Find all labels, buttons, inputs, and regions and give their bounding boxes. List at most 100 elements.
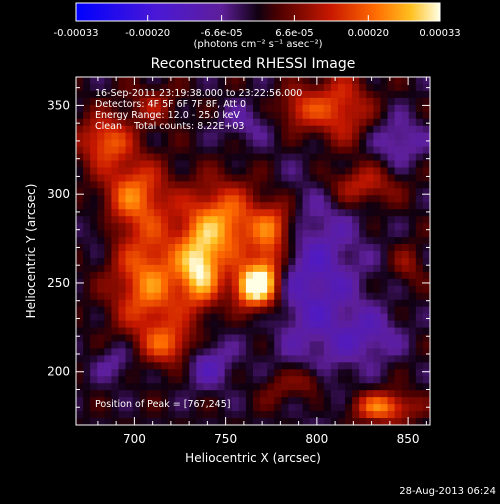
heatmap-cell (146, 313, 155, 321)
heatmap-cell (83, 397, 91, 405)
heatmap-cell (231, 216, 240, 224)
heatmap-cell (253, 111, 261, 120)
heatmap-cell (217, 334, 226, 342)
heatmap-cell (245, 216, 254, 224)
heatmap-cell (210, 181, 218, 189)
heatmap-cell (111, 271, 119, 280)
heatmap-cell (104, 341, 112, 349)
heatmap-cell (139, 153, 148, 161)
heatmap-cell (168, 397, 176, 405)
heatmap-cell (352, 118, 360, 127)
heatmap-cell (422, 188, 430, 196)
heatmap-cell (323, 376, 332, 384)
heatmap-cell (203, 111, 211, 120)
heatmap-cell (118, 167, 126, 175)
heatmap-cell (253, 397, 261, 405)
heatmap-cell (387, 244, 395, 252)
heatmap-cell (153, 139, 162, 147)
heatmap-cell (90, 77, 98, 85)
heatmap-cell (245, 244, 254, 252)
heatmap-cell (245, 188, 254, 196)
heatmap-cell (345, 195, 353, 203)
heatmap-cell (380, 90, 388, 99)
heatmap-cell (302, 327, 311, 335)
heatmap-cell (203, 209, 211, 217)
heatmap-cell (90, 292, 98, 301)
heatmap-cell (132, 146, 141, 154)
heatmap-cell (97, 397, 105, 405)
heatmap-cell (337, 244, 346, 252)
heatmap-cell (352, 174, 360, 182)
heatmap-cell (104, 153, 112, 161)
heatmap-cell (97, 139, 105, 147)
heatmap-cell (83, 292, 91, 301)
heatmap-cell (366, 411, 374, 419)
heatmap-cell (295, 77, 303, 85)
heatmap-cell (302, 251, 311, 259)
heatmap-cell (231, 244, 240, 252)
heatmap-cell (302, 195, 311, 203)
heatmap-cell (111, 390, 119, 398)
heatmap-cell (217, 411, 226, 419)
heatmap-cell (90, 341, 98, 349)
heatmap-cell (245, 327, 254, 335)
heatmap-cell (224, 369, 233, 377)
heatmap-cell (125, 369, 134, 377)
heatmap-cell (401, 376, 410, 384)
heatmap-cell (83, 77, 91, 85)
plot-frame (75, 76, 431, 426)
heatmap-cell (352, 383, 360, 391)
heatmap-cell (104, 223, 112, 231)
heatmap-cell (401, 90, 410, 99)
heatmap-cell (281, 404, 289, 412)
heatmap-cell (309, 257, 318, 266)
heatmap-cell (196, 146, 204, 154)
heatmap-cell (260, 244, 268, 252)
heatmap-cell (217, 230, 226, 238)
heatmap-cell (160, 383, 169, 391)
heatmap-cell (295, 313, 303, 321)
heatmap-cell (309, 139, 318, 147)
heatmap-cell (415, 97, 424, 106)
heatmap-cell (210, 341, 218, 349)
heatmap-cell (281, 306, 289, 315)
heatmap-cell (160, 320, 169, 328)
heatmap-cell (210, 167, 218, 175)
heatmap-cell (231, 195, 240, 203)
heatmap-cell (415, 174, 424, 182)
heatmap-cell (260, 313, 268, 321)
heatmap-cell (160, 306, 169, 315)
heatmap-cell (97, 306, 105, 315)
heatmap-cell (125, 362, 134, 370)
heatmap-cell (146, 285, 155, 294)
heatmap-cell (295, 285, 303, 294)
heatmap-cell (203, 230, 211, 238)
heatmap-cell (153, 167, 162, 175)
heatmap-cell (401, 383, 410, 391)
heatmap-cell (359, 376, 367, 384)
heatmap-cell (295, 292, 303, 301)
heatmap-cell (302, 90, 311, 99)
heatmap-cell (295, 188, 303, 196)
heatmap-cell (373, 271, 381, 280)
heatmap-cell (274, 271, 282, 280)
heatmap-cell (217, 271, 226, 280)
heatmap-cell (153, 278, 162, 287)
heatmap-cell (394, 327, 403, 335)
heatmap-cell (90, 271, 98, 280)
heatmap-cell (330, 271, 339, 280)
heatmap-cell (401, 188, 410, 196)
heatmap-cell (182, 320, 190, 328)
heatmap-cell (83, 244, 91, 252)
heatmap-cell (153, 216, 162, 224)
heatmap-cell (281, 209, 289, 217)
heatmap-cell (139, 230, 148, 238)
heatmap-cell (182, 418, 190, 425)
heatmap-cell (267, 202, 275, 210)
heatmap-cell (217, 397, 226, 405)
heatmap-cell (359, 257, 367, 266)
heatmap-cell (125, 313, 134, 321)
heatmap-cell (352, 257, 360, 266)
heatmap-cell (323, 404, 332, 412)
